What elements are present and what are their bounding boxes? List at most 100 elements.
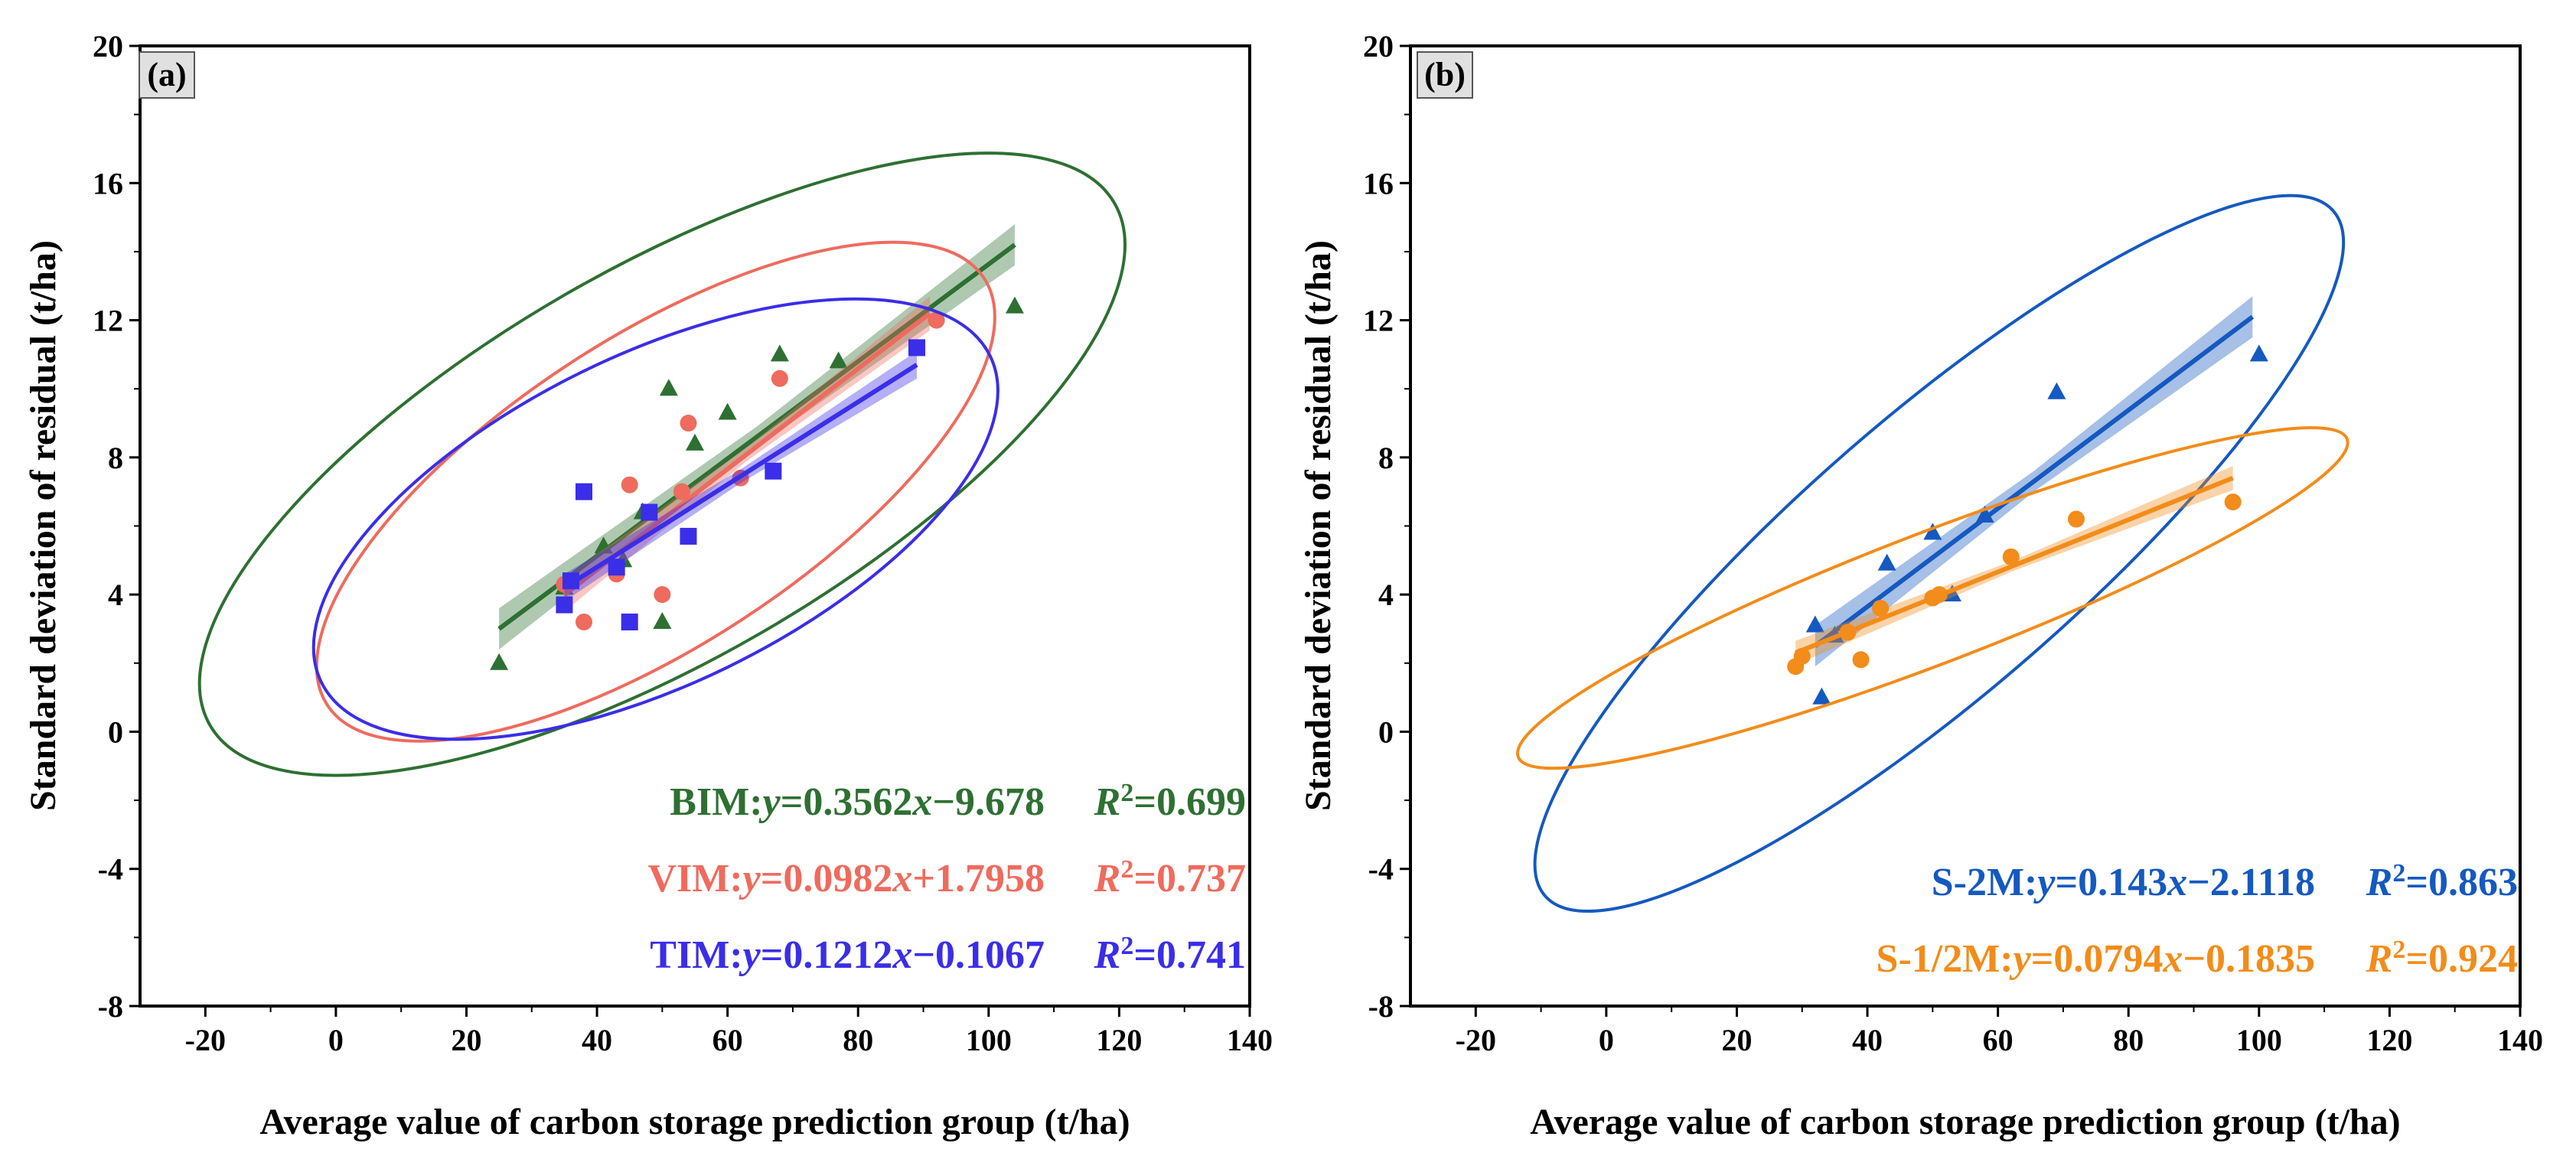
panel-b-s-2m-point — [2249, 344, 2268, 362]
panel-a-bim-point — [653, 612, 672, 629]
panel-b-y-tick-label: 16 — [1363, 166, 1394, 200]
panel-a-vim-point — [680, 415, 697, 432]
panel-a-bim-equation: BIM:y=0.3562x−9.678 — [670, 780, 1045, 824]
panel-b-s-1-2m-point — [1793, 647, 1811, 665]
panel-b-y-tick-label: -8 — [1368, 989, 1394, 1024]
panel-a-series-tim — [311, 297, 999, 741]
panel-a-x-tick-label: 60 — [712, 1023, 743, 1057]
panel-b-s-1-2m-point — [1872, 600, 1890, 617]
panel-a-tim-point — [908, 339, 925, 357]
panel-a-vim-point — [771, 370, 788, 387]
panel-a-vim-r2: R2=0.737 — [1094, 855, 1246, 901]
panel-b-s-2m-point — [1975, 506, 1994, 523]
panel-b-s-2m-point — [1923, 523, 1942, 540]
panel-a-vim-point — [576, 614, 592, 630]
panel-b-series-s-2m — [1533, 194, 2346, 913]
panel-b-s-2m-equation: S-2M:y=0.143x−2.1118 — [1932, 861, 2315, 904]
panel-a-bim-confidence-ellipse — [197, 151, 1127, 777]
panel-b-x-axis-label: Average value of carbon storage predicti… — [1530, 1102, 2400, 1142]
panel-a-bim-point — [594, 536, 613, 554]
panel-a-bim-point — [686, 433, 704, 451]
panel-a-vim-point — [621, 476, 638, 493]
panel-b-x-tick-label: 20 — [1721, 1023, 1752, 1057]
panel-a-tim-point — [680, 527, 697, 545]
panel-b-s-1-2m-point — [2002, 548, 2020, 565]
panel-a-label: (a) — [147, 56, 186, 93]
panel-b-y-axis-label: Standard deviation of residual (t/ha) — [1298, 240, 1339, 811]
panel-a-vim-point — [928, 311, 945, 329]
panel-a-tim-point — [576, 483, 592, 500]
panel-a-tim-point — [621, 614, 638, 630]
panel-b-s-1-2m-point — [2068, 510, 2085, 528]
panel-b-x-tick-label: -20 — [1456, 1023, 1496, 1057]
panel-b-x-tick-label: 120 — [2366, 1023, 2412, 1057]
panel-b-s-2m-confidence-ellipse — [1533, 194, 2346, 913]
panel-b-x-tick-label: 40 — [1852, 1023, 1883, 1057]
panel-a-label-box: (a) — [139, 51, 195, 99]
panel-b-s-2m-point — [2047, 382, 2066, 399]
panel-a-x-tick-label: 120 — [1096, 1023, 1142, 1057]
panel-b-s-2m-point — [1812, 687, 1831, 705]
panel-b-s-1-2m-equation: S-1/2M:y=0.0794x−0.1835 — [1877, 937, 2315, 981]
panel-b-series-s-1-2m — [1516, 426, 2349, 770]
panel-a: -20 0 20 40 60 80 100 120 140 -8 -4 0 4 8 12 16 20 (a) A… — [23, 29, 1273, 1142]
panel-a-bim-point — [1005, 296, 1024, 314]
panel-b-s-1-2m-confidence-ellipse — [1516, 426, 2349, 770]
panel-a-y-tick-label: 4 — [108, 578, 123, 612]
panel-b-label: (b) — [1424, 56, 1466, 93]
panel-b-s-1-2m-r2: R2=0.924 — [2366, 936, 2518, 982]
panel-a-y-tick-label: 16 — [93, 166, 123, 200]
panel-b-y-tick-label: -4 — [1368, 852, 1394, 887]
panel-a-bim-point — [490, 653, 509, 670]
panel-a-bim-point — [770, 344, 789, 362]
panel-b-y-tick-label: 12 — [1363, 304, 1394, 338]
panel-b-y-tick-label: 0 — [1378, 715, 1394, 749]
panel-b-x-tick-label: 60 — [1983, 1023, 2014, 1057]
panel-a-y-tick-label: 12 — [93, 304, 123, 338]
panel-b-x-tick-label: 0 — [1599, 1023, 1614, 1057]
panel-a-x-tick-label: -20 — [185, 1023, 226, 1057]
panel-a-tim-point — [641, 503, 658, 521]
panel-b-s-1-2m-point — [1852, 651, 1870, 669]
panel-b-s-1-2m-point — [1839, 624, 1857, 641]
panel-a-x-axis-label: Average value of carbon storage predicti… — [259, 1102, 1130, 1142]
panel-b-s-1-2m-point — [1930, 586, 1948, 604]
panel-a-series-vim — [315, 240, 996, 743]
panel-a-x-tick-label: 140 — [1227, 1023, 1273, 1057]
panel-b-s-1-2m-fit-line — [1795, 475, 2234, 656]
panel-a-x-tick-label: 20 — [451, 1023, 481, 1057]
panel-a-y-tick-label: 8 — [108, 441, 123, 475]
panel-a-tim-point — [765, 462, 782, 480]
panel-b-s-2m-r2: R2=0.863 — [2366, 859, 2518, 905]
panel-a-bim-point — [718, 402, 737, 420]
panel-a-vim-point — [673, 483, 690, 500]
panel-a-y-tick-label: 20 — [93, 29, 123, 63]
panel-a-bim-r2: R2=0.699 — [1094, 779, 1246, 825]
panel-b-y-tick-label: 8 — [1378, 441, 1394, 475]
panel-b-s-2m-point — [1877, 553, 1896, 571]
panel-b-s-2m-point — [1942, 584, 1961, 602]
panel-a-y-tick-label: 0 — [108, 715, 123, 749]
panel-b-x-tick-label: 140 — [2497, 1023, 2543, 1057]
panel-a-y-tick-label: -4 — [98, 852, 123, 887]
panel-a-tim-r2: R2=0.741 — [1094, 932, 1246, 978]
panel-b: -20 0 20 40 60 80 100 120 140 -8 -4 0 4 8 12 16 20 (b) A… — [1298, 29, 2543, 1142]
panel-a-tim-confidence-ellipse — [311, 297, 999, 741]
panel-a-tim-point — [556, 596, 573, 614]
panel-b-x-tick-label: 80 — [2113, 1023, 2144, 1057]
panel-a-tim-point — [608, 558, 625, 576]
panel-a-x-tick-label: 100 — [966, 1023, 1012, 1057]
panel-a-tim-equation: TIM:y=0.1212x−0.1067 — [650, 933, 1045, 977]
panel-b-y-tick-label: 20 — [1363, 29, 1394, 63]
panel-a-y-tick-label: -8 — [98, 989, 123, 1024]
panel-a-vim-confidence-ellipse — [315, 240, 996, 743]
panel-a-x-tick-label: 40 — [582, 1023, 612, 1057]
panel-b-label-box: (b) — [1417, 51, 1473, 99]
panel-a-tim-fit-line — [562, 363, 918, 590]
panel-a-tim-point — [562, 572, 579, 590]
panel-a-vim-point — [654, 586, 671, 604]
panel-a-y-axis-label: Standard deviation of residual (t/ha) — [23, 240, 64, 811]
panel-a-x-tick-label: 80 — [843, 1023, 873, 1057]
panel-b-s-2m-fit-line — [1814, 314, 2255, 648]
